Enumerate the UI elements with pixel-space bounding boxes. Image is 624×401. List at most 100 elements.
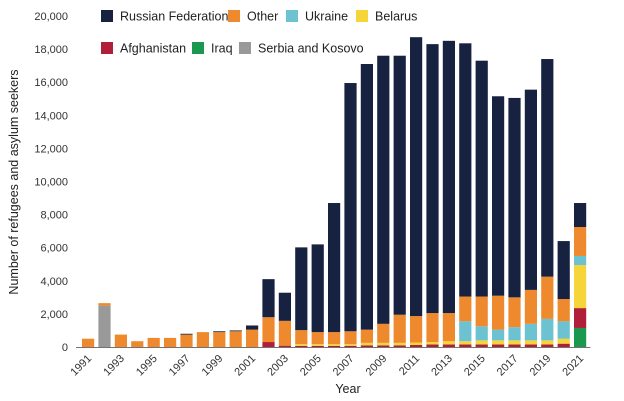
bar-segment-belarus-2016 — [492, 340, 505, 345]
x-axis-ticks: 1991 1993 1995 1997 1999 2001 2003 2005 2007 2009… — [68, 353, 586, 379]
bar-segment-ukraine-2019 — [541, 318, 554, 341]
bar-segment-afghanistan-2008 — [360, 345, 373, 347]
bar-segment-iraq-2021 — [574, 327, 587, 347]
bar-segment-afghanistan-2007 — [344, 345, 357, 347]
x-tick-label: 2003 — [265, 353, 291, 379]
bar-segment-afghanistan-2004 — [295, 345, 308, 347]
bar-segment-russian-federation-2014 — [459, 43, 472, 297]
bar-segment-ukraine-2018 — [524, 323, 537, 341]
bar-segment-belarus-2015 — [475, 340, 488, 345]
legend-label: Other — [247, 10, 278, 24]
bar-segment-serbia-and-kosovo-1992 — [98, 305, 111, 347]
bar-segment-other-2014 — [459, 296, 472, 322]
bar-segment-other-2003 — [278, 320, 291, 346]
bar-segment-russian-federation-1997 — [180, 333, 193, 335]
x-tick-label: 1997 — [167, 353, 193, 379]
x-tick-label: 2021 — [560, 353, 586, 379]
bar-segment-belarus-2008 — [360, 342, 373, 346]
bar-segment-russian-federation-2007 — [344, 83, 357, 332]
bar-segment-russian-federation-2003 — [278, 292, 291, 321]
bar-segment-afghanistan-2009 — [377, 345, 390, 347]
bar-segment-afghanistan-2015 — [475, 344, 488, 347]
legend-label: Afghanistan — [120, 42, 186, 56]
bar-segment-russian-federation-2016 — [492, 96, 505, 296]
bar-segment-russian-federation-2006 — [328, 203, 341, 333]
legend-label: Ukraine — [305, 10, 348, 24]
legend-label: Iraq — [211, 42, 233, 56]
bar-segment-afghanistan-2006 — [328, 345, 341, 347]
bar-segment-belarus-2018 — [524, 340, 537, 345]
bar-segment-russian-federation-2011 — [410, 37, 423, 317]
x-tick-label: 2007 — [331, 353, 357, 379]
bar-segment-other-1997 — [180, 334, 193, 347]
bar-segment-afghanistan-2003 — [278, 345, 291, 347]
y-axis-title: Number of refugees and asylum seekers — [7, 69, 21, 294]
y-tick-label: 12,000 — [34, 143, 68, 155]
bar-segment-other-2018 — [524, 289, 537, 324]
bar-segment-other-1993 — [114, 334, 127, 347]
bar-segment-other-1999 — [213, 332, 226, 347]
bar-segment-other-2002 — [262, 317, 275, 343]
bar-segment-russian-federation-2019 — [541, 59, 554, 277]
bar-segment-ukraine-2014 — [459, 321, 472, 342]
bar-segment-afghanistan-2019 — [541, 344, 554, 347]
bar-segment-afghanistan-2010 — [393, 345, 406, 347]
bar-segment-other-2017 — [508, 297, 521, 328]
bar-segment-afghanistan-2005 — [311, 345, 324, 347]
bar-segment-russian-federation-2012 — [426, 44, 439, 314]
bar-segment-other-1991 — [82, 338, 95, 347]
bar-segment-other-1996 — [164, 337, 177, 347]
x-tick-label: 2011 — [397, 353, 422, 378]
bar-segment-afghanistan-2018 — [524, 344, 537, 347]
y-tick-label: 0 — [62, 342, 68, 354]
y-tick-label: 18,000 — [34, 44, 68, 56]
x-tick-label: 2009 — [364, 353, 390, 379]
bar-stacks — [82, 37, 587, 347]
legend-label: Belarus — [375, 10, 417, 24]
y-tick-label: 4,000 — [40, 276, 68, 288]
legend-swatch — [192, 42, 204, 54]
x-tick-label: 2005 — [298, 353, 324, 379]
bar-segment-other-2013 — [442, 313, 455, 342]
bar-segment-afghanistan-2012 — [426, 344, 439, 347]
bar-segment-ukraine-2021 — [574, 255, 587, 266]
bar-segment-russian-federation-2010 — [393, 55, 406, 315]
bar-segment-russian-federation-2015 — [475, 60, 488, 297]
x-tick-label: 1991 — [68, 353, 94, 379]
bar-segment-belarus-2005 — [311, 344, 324, 346]
y-tick-label: 14,000 — [34, 110, 68, 122]
y-tick-label: 10,000 — [34, 177, 68, 189]
y-tick-label: 2,000 — [40, 309, 68, 321]
bar-segment-belarus-2011 — [410, 342, 423, 346]
bar-segment-afghanistan-2011 — [410, 345, 423, 347]
bar-segment-belarus-2009 — [377, 342, 390, 346]
bar-segment-other-2020 — [557, 299, 570, 322]
y-axis-ticks: 0 2,000 4,000 6,000 8,000 10,000 12,000 14,000 1… — [34, 11, 68, 354]
bar-segment-afghanistan-2021 — [574, 308, 587, 328]
bar-segment-ukraine-2017 — [508, 327, 521, 341]
bar-segment-ukraine-2020 — [557, 321, 570, 339]
bar-segment-belarus-2012 — [426, 342, 439, 345]
bar-segment-other-1994 — [131, 341, 144, 347]
legend-swatch — [239, 42, 251, 54]
x-tick-label: 1993 — [101, 353, 127, 379]
bar-segment-other-1995 — [147, 337, 160, 347]
bar-segment-belarus-2013 — [442, 341, 455, 345]
legend-swatch — [228, 10, 240, 22]
bar-segment-russian-federation-2021 — [574, 203, 587, 228]
y-tick-label: 16,000 — [34, 77, 68, 89]
bar-segment-russian-federation-2001 — [246, 325, 259, 330]
bar-segment-ukraine-2015 — [475, 326, 488, 341]
legend: Russian Federation Other Ukraine Belarus Afg… — [101, 10, 417, 56]
bar-segment-other-1998 — [196, 332, 209, 347]
x-tick-label: 2001 — [232, 353, 258, 379]
x-tick-label: 2013 — [429, 353, 455, 379]
bar-segment-russian-federation-2009 — [377, 55, 390, 324]
bar-segment-belarus-2006 — [328, 344, 341, 346]
legend-swatch — [286, 10, 298, 22]
bar-segment-other-2021 — [574, 227, 587, 256]
bar-segment-other-2015 — [475, 296, 488, 327]
bar-segment-belarus-2019 — [541, 340, 554, 345]
bar-segment-belarus-2017 — [508, 340, 521, 345]
